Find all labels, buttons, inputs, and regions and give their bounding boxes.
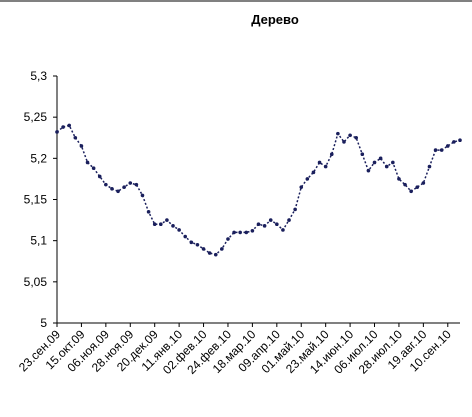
y-tick-label: 5,05 — [24, 275, 48, 289]
data-point — [79, 144, 84, 148]
chart-title: Дерево — [251, 12, 299, 27]
data-point — [201, 247, 206, 251]
data-point — [427, 164, 432, 169]
data-point — [415, 185, 420, 189]
data-point — [336, 131, 340, 136]
data-point — [452, 140, 456, 144]
data-point — [439, 148, 444, 152]
data-point — [55, 130, 59, 134]
data-point — [177, 228, 181, 232]
data-point — [348, 133, 352, 138]
data-point — [91, 166, 96, 171]
data-point — [134, 182, 139, 187]
data-point — [195, 242, 200, 247]
data-point — [421, 181, 426, 185]
data-point — [128, 181, 133, 185]
data-point — [220, 247, 224, 251]
data-point — [342, 140, 346, 144]
data-point — [165, 218, 169, 222]
data-point — [238, 230, 242, 235]
data-point — [305, 177, 310, 181]
data-point — [384, 164, 389, 169]
data-point — [232, 230, 236, 235]
data-point — [73, 135, 78, 140]
data-point — [378, 156, 383, 161]
y-tick-label: 5,2 — [30, 151, 47, 165]
data-point — [171, 224, 175, 228]
data-point — [250, 228, 255, 233]
data-point — [360, 152, 365, 157]
data-point — [287, 218, 291, 222]
data-point — [366, 168, 371, 173]
data-point — [268, 218, 273, 222]
data-point — [67, 123, 72, 128]
data-point — [372, 160, 377, 165]
data-point — [445, 144, 450, 148]
data-point — [183, 234, 188, 239]
data-point — [354, 135, 358, 140]
data-point — [152, 222, 157, 226]
data-point — [275, 222, 279, 226]
data-point — [317, 160, 322, 165]
data-point — [140, 193, 145, 198]
data-point — [226, 237, 230, 241]
data-point — [262, 224, 267, 228]
data-point — [311, 170, 316, 175]
data-point — [110, 186, 114, 191]
data-point — [104, 182, 108, 187]
y-tick-label: 5 — [40, 316, 47, 330]
data-point — [207, 251, 212, 255]
data-point — [458, 138, 462, 143]
data-point — [213, 252, 218, 257]
data-point — [244, 230, 249, 235]
data-point — [256, 222, 261, 226]
data-point — [293, 207, 297, 212]
data-point — [281, 228, 285, 232]
data-point — [116, 189, 120, 194]
y-tick-label: 5,15 — [24, 193, 48, 207]
data-point — [159, 222, 163, 226]
data-point — [97, 174, 102, 179]
data-point — [397, 177, 401, 181]
data-point — [409, 189, 413, 194]
data-point — [329, 152, 334, 157]
y-tick-label: 5,3 — [30, 69, 47, 83]
data-point — [189, 240, 194, 245]
y-tick-label: 5,25 — [24, 110, 48, 124]
data-point — [433, 148, 438, 152]
data-point — [299, 185, 304, 189]
data-point — [146, 210, 151, 214]
data-point — [85, 160, 90, 165]
data-point — [61, 125, 65, 129]
data-point — [323, 164, 328, 169]
data-point — [391, 160, 395, 165]
y-tick-label: 5,1 — [30, 234, 47, 248]
data-point — [122, 185, 126, 189]
data-point — [403, 182, 407, 187]
